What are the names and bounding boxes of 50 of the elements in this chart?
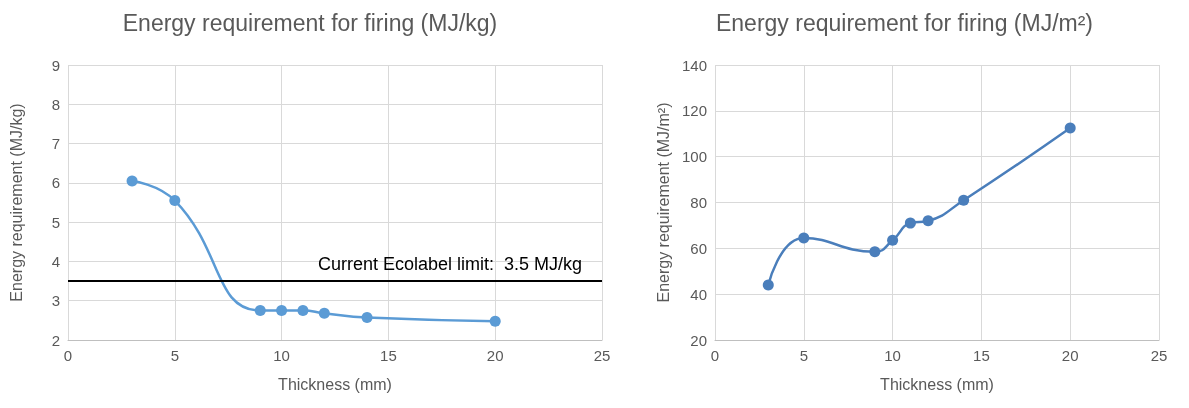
chart-title: Energy requirement for firing (MJ/m²): [715, 9, 1094, 36]
point: [904, 217, 916, 229]
y-tick-label: 6: [51, 174, 60, 192]
y-tick-label: 8: [51, 95, 60, 113]
y-tick-label: 100: [681, 148, 707, 166]
y-tick-label: 5: [51, 213, 60, 231]
x-tick-label: 10: [884, 347, 901, 364]
y-tick-label: 3: [51, 292, 60, 310]
y-axis-title: Energy requirement (MJ/m²): [654, 102, 672, 303]
x-tick-label: 5: [799, 347, 808, 364]
x-tick-label: 0: [63, 347, 73, 364]
x-tick-label: 15: [973, 347, 990, 364]
y-tick-label: 9: [51, 56, 60, 74]
point: [489, 315, 501, 327]
point: [922, 215, 934, 227]
y-tick-label: 2: [51, 331, 60, 349]
point: [958, 194, 970, 206]
x-tick-label: 20: [1061, 347, 1079, 364]
x-tick-label: 25: [593, 347, 611, 364]
x-axis-title: Thickness (mm): [278, 375, 392, 393]
point: [297, 305, 309, 317]
x-axis-title: Thickness (mm): [880, 375, 994, 393]
y-tick-label: 80: [690, 194, 707, 211]
point: [887, 234, 899, 246]
point: [869, 246, 881, 258]
point: [1064, 122, 1076, 134]
point: [169, 195, 181, 207]
point: [254, 305, 266, 317]
y-tick-label: 4: [51, 252, 60, 270]
y-axis-title: Energy requirement (MJ/kg): [7, 103, 25, 302]
y-tick-label: 60: [690, 239, 707, 257]
chart-title: Energy requirement for firing (MJ/kg): [122, 9, 498, 36]
x-tick-label: 10: [273, 347, 290, 364]
y-tick-label: 40: [690, 285, 707, 303]
y-tick-label: 20: [690, 331, 707, 349]
y-tick-label: 120: [681, 102, 707, 120]
point: [318, 307, 330, 319]
point: [126, 175, 138, 187]
x-tick-label: 25: [1150, 347, 1168, 364]
y-tick-label: 7: [51, 135, 60, 153]
point: [762, 279, 774, 291]
ref-line-label: Current Ecolabel limit: 3.5 MJ/kg: [317, 254, 582, 275]
y-tick-label: 140: [681, 56, 707, 74]
point: [798, 232, 810, 244]
x-tick-label: 5: [170, 347, 179, 364]
x-tick-label: 0: [710, 347, 720, 364]
point: [361, 312, 373, 324]
x-tick-label: 15: [380, 347, 397, 364]
x-tick-label: 20: [486, 347, 504, 364]
point: [276, 305, 288, 317]
